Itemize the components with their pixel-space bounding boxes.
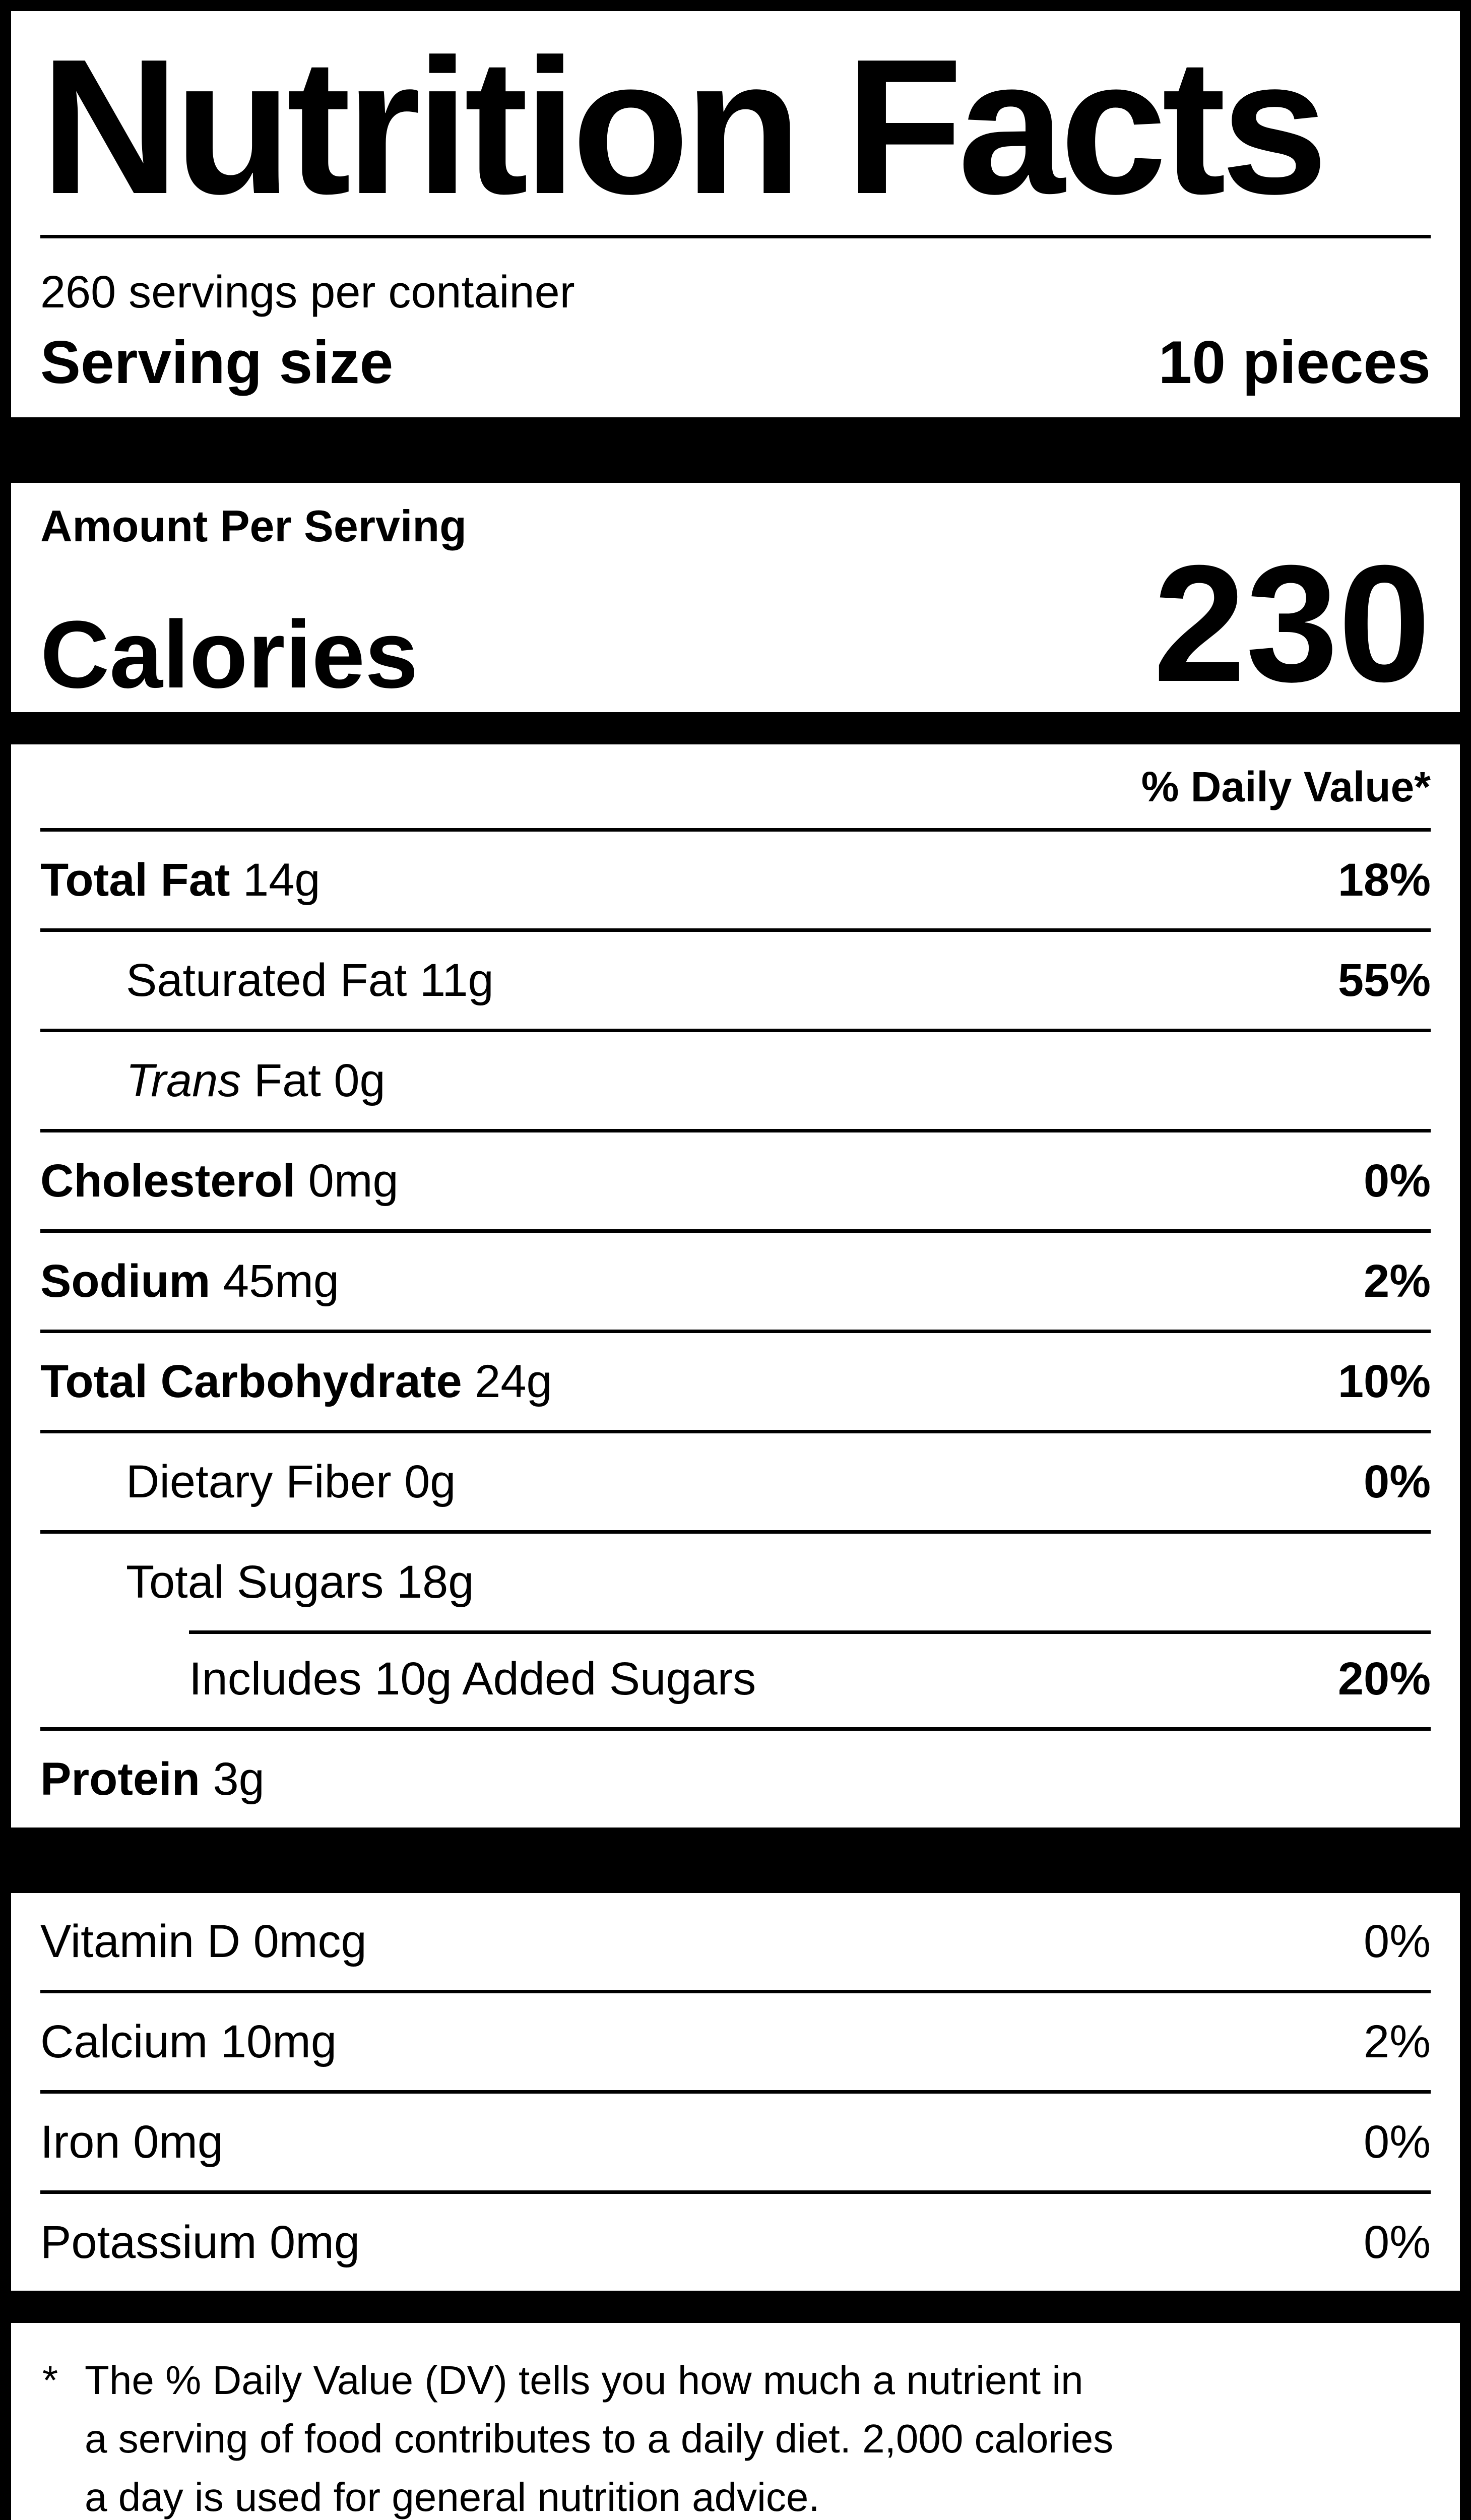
nutrient-amount: Total Sugars 18g xyxy=(126,1556,474,1608)
section-bar-vitamins xyxy=(11,1828,1460,1894)
nutrient-amount: Includes 10g Added Sugars xyxy=(189,1653,756,1705)
nutrient-amount: Dietary Fiber 0g xyxy=(126,1456,456,1508)
calories-row: Calories 230 xyxy=(40,530,1431,716)
nutrient-name: Calcium 10mg xyxy=(40,2016,337,2068)
serving-size-value: 10 pieces xyxy=(1158,329,1431,396)
divider-under-title xyxy=(40,235,1431,238)
nutrient-row-dietary-fiber: Dietary Fiber 0g 0% xyxy=(40,1430,1431,1530)
nutrient-name: Total Sugars 18g xyxy=(40,1559,474,1605)
nutrient-dv: 0% xyxy=(1364,1916,1431,1968)
nutrient-name: Iron 0mg xyxy=(40,2116,224,2168)
nutrient-amount: 24g xyxy=(462,1356,552,1408)
nutrient-dv: 2% xyxy=(1364,1255,1431,1307)
nutrient-name-italic: Trans xyxy=(126,1055,241,1107)
nutrient-name: Vitamin D 0mcg xyxy=(40,1916,367,1968)
section-bar-top xyxy=(11,417,1460,483)
vitamin-row-potassium: Potassium 0mg 0% xyxy=(40,2190,1431,2291)
section-bar-footnote xyxy=(11,2291,1460,2323)
nutrient-dv: 0% xyxy=(1364,1456,1431,1508)
vitamin-row-vitamin-d: Vitamin D 0mcg 0% xyxy=(40,1893,1431,1990)
nutrient-dv: 0% xyxy=(1364,1155,1431,1207)
nutrient-amount: 0mg xyxy=(295,1155,399,1207)
amount-per-serving-label: Amount Per Serving xyxy=(40,501,467,551)
footnote-line: The % Daily Value (DV) tells you how muc… xyxy=(85,2358,1083,2403)
footnote-asterisk: * xyxy=(42,2358,58,2403)
nutrient-amount: Saturated Fat 11g xyxy=(126,955,494,1006)
nutrient-dv: 2% xyxy=(1364,2016,1431,2068)
nutrient-name: Potassium 0mg xyxy=(40,2217,360,2269)
nutrient-dv: 20% xyxy=(1337,1653,1431,1705)
nutrient-row-total-fat: Total Fat 14g 18% xyxy=(40,828,1431,928)
section-bar-calories xyxy=(11,712,1460,745)
nutrient-row-saturated-fat: Saturated Fat 11g 55% xyxy=(40,928,1431,1029)
vitamin-row-calcium: Calcium 10mg 2% xyxy=(40,1990,1431,2090)
nutrient-amount: Fat 0g xyxy=(241,1055,386,1107)
nutrient-name-bold: Total Fat xyxy=(40,854,230,906)
nutrient-name: Includes 10g Added Sugars xyxy=(40,1656,756,1702)
nutrient-name-bold: Sodium xyxy=(40,1255,211,1307)
nutrient-row-trans-fat: Trans Fat 0g xyxy=(40,1029,1431,1129)
nutrient-row-total-sugars: Total Sugars 18g xyxy=(40,1530,1431,1630)
nutrient-name: Total Fat 14g xyxy=(40,857,321,903)
nutrient-amount: 45mg xyxy=(210,1255,340,1307)
nutrient-dv: 10% xyxy=(1337,1356,1431,1408)
nutrient-amount: 3g xyxy=(200,1753,265,1805)
footnote-line: a day is used for general nutrition advi… xyxy=(85,2475,820,2520)
servings-per-container: 260 servings per container xyxy=(40,267,575,318)
nutrient-amount: 14g xyxy=(230,854,321,906)
nutrient-name-bold: Total Carbohydrate xyxy=(40,1356,462,1408)
nutrient-dv: 55% xyxy=(1337,955,1431,1006)
nutrient-dv: 0% xyxy=(1364,2217,1431,2269)
calories-label: Calories xyxy=(40,601,418,709)
nutrient-name: Total Carbohydrate 24g xyxy=(40,1358,552,1405)
nutrient-dv: 18% xyxy=(1337,854,1431,906)
nutrient-row-protein: Protein 3g xyxy=(40,1727,1431,1828)
nutrient-name: Cholesterol 0mg xyxy=(40,1158,399,1204)
nutrient-name: Saturated Fat 11g xyxy=(40,957,494,1003)
nutrient-name-bold: Cholesterol xyxy=(40,1155,296,1207)
nutrient-name: Sodium 45mg xyxy=(40,1258,339,1304)
calories-value: 230 xyxy=(1153,530,1431,716)
vitamin-row-iron: Iron 0mg 0% xyxy=(40,2090,1431,2190)
nutrient-name: Trans Fat 0g xyxy=(40,1057,386,1104)
label-title: Nutrition Facts xyxy=(40,19,1328,234)
nutrient-name: Protein 3g xyxy=(40,1756,265,1802)
nutrient-row-cholesterol: Cholesterol 0mg 0% xyxy=(40,1129,1431,1229)
nutrient-name: Dietary Fiber 0g xyxy=(40,1459,456,1505)
vitamins-section: Vitamin D 0mcg 0% Calcium 10mg 2% Iron 0… xyxy=(40,1893,1431,2291)
footnote-line: a serving of food contributes to a daily… xyxy=(85,2416,1114,2462)
serving-size-label: Serving size xyxy=(40,329,394,396)
footnote: * The % Daily Value (DV) tells you how m… xyxy=(40,2323,1310,2520)
nutrient-row-total-carbohydrate: Total Carbohydrate 24g 10% xyxy=(40,1330,1431,1430)
nutrient-row-added-sugars: Includes 10g Added Sugars 20% xyxy=(40,1630,1431,1727)
nutrient-name-bold: Protein xyxy=(40,1753,200,1805)
nutrient-dv: 0% xyxy=(1364,2116,1431,2168)
daily-value-header: % Daily Value* xyxy=(1141,763,1431,811)
serving-size-row: Serving size 10 pieces xyxy=(40,318,1431,417)
nutrient-row-sodium: Sodium 45mg 2% xyxy=(40,1229,1431,1330)
